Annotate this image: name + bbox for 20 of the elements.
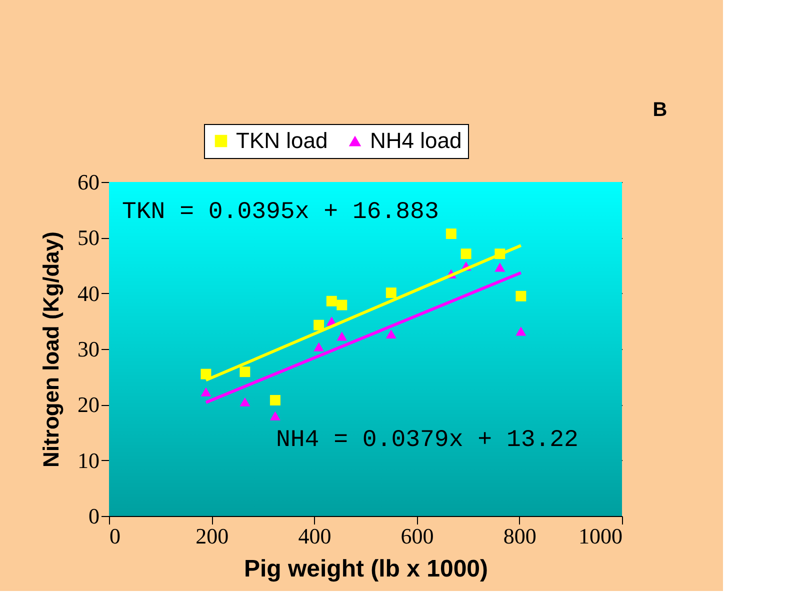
x-tick-label: 0 bbox=[110, 524, 120, 548]
text: B bbox=[652, 99, 668, 121]
x-tick-label: 600 bbox=[400, 524, 434, 548]
x-tick-label: 800 bbox=[503, 524, 536, 548]
legend-label: TKN load bbox=[236, 128, 328, 153]
y-tick-label: 30 bbox=[78, 336, 100, 362]
x-tick-label: 1000 bbox=[578, 524, 622, 548]
x-tick-label: 400 bbox=[298, 524, 332, 548]
y-tick-label: 60 bbox=[78, 170, 100, 194]
y-tick-label: 20 bbox=[78, 392, 100, 418]
legend-label: NH4 load bbox=[370, 128, 462, 153]
y-tick-label: 50 bbox=[78, 225, 100, 250]
y-axis-title: Nitrogen load (Kg/day) bbox=[38, 232, 64, 468]
x-tick-label: 200 bbox=[196, 524, 229, 548]
y-tick-label: 40 bbox=[78, 280, 100, 306]
annotation: TKN = 0.0395x + 16.883 bbox=[122, 199, 439, 226]
y-tick-label: 0 bbox=[88, 504, 100, 528]
y-tick-label: 10 bbox=[78, 448, 100, 473]
annotation: NH4 = 0.0379x + 13.22 bbox=[276, 427, 578, 454]
x-axis-title: Pig weight (lb x 1000) bbox=[244, 556, 488, 582]
